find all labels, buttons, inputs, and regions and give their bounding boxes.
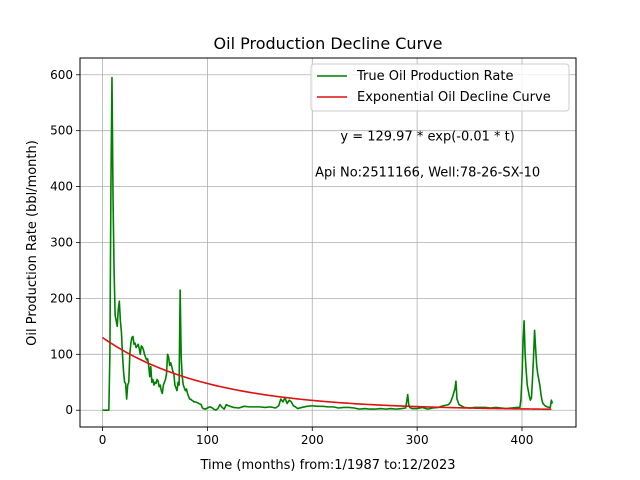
- y-tick-label: 500: [50, 124, 73, 138]
- legend: True Oil Production Rate Exponential Oil…: [310, 63, 570, 112]
- y-tick-label: 400: [50, 180, 73, 194]
- legend-box: [310, 63, 570, 112]
- series-layer: [102, 76, 554, 412]
- y-tick-label: 0: [65, 403, 73, 417]
- legend-label-decline-curve: Exponential Oil Decline Curve: [357, 90, 551, 105]
- y-tick-label: 300: [50, 236, 73, 250]
- chart-title: Oil Production Decline Curve: [214, 34, 443, 53]
- series-line-true-rate: [102, 76, 554, 412]
- x-tick-label: 300: [406, 433, 429, 447]
- x-axis-label: Time (months) from:1/1987 to:12/2023: [199, 458, 455, 473]
- x-tick-label: 0: [99, 433, 107, 447]
- y-tick-label: 100: [50, 347, 73, 361]
- x-tick-label: 100: [196, 433, 219, 447]
- y-axis-label: Oil Production Rate (bbl/month): [25, 140, 40, 346]
- legend-label-true-rate: True Oil Production Rate: [356, 69, 513, 84]
- y-tick-label: 200: [50, 291, 73, 305]
- annotations: y = 129.97 * exp(-0.01 * t) Api No:251116…: [315, 129, 540, 180]
- x-tick-label: 400: [511, 433, 534, 447]
- annotation-text: Api No:2511166, Well:78-26-SX-10: [315, 166, 540, 181]
- grid: [80, 58, 576, 427]
- y-axis: 0 100 200 300 400 500 600: [50, 68, 80, 417]
- x-axis: 0 100 200 300 400: [99, 427, 534, 447]
- series-line-decline-curve: [102, 336, 552, 411]
- annotation-text: y = 129.97 * exp(-0.01 * t): [340, 129, 514, 144]
- x-tick-label: 200: [301, 433, 324, 447]
- y-tick-label: 600: [50, 68, 73, 82]
